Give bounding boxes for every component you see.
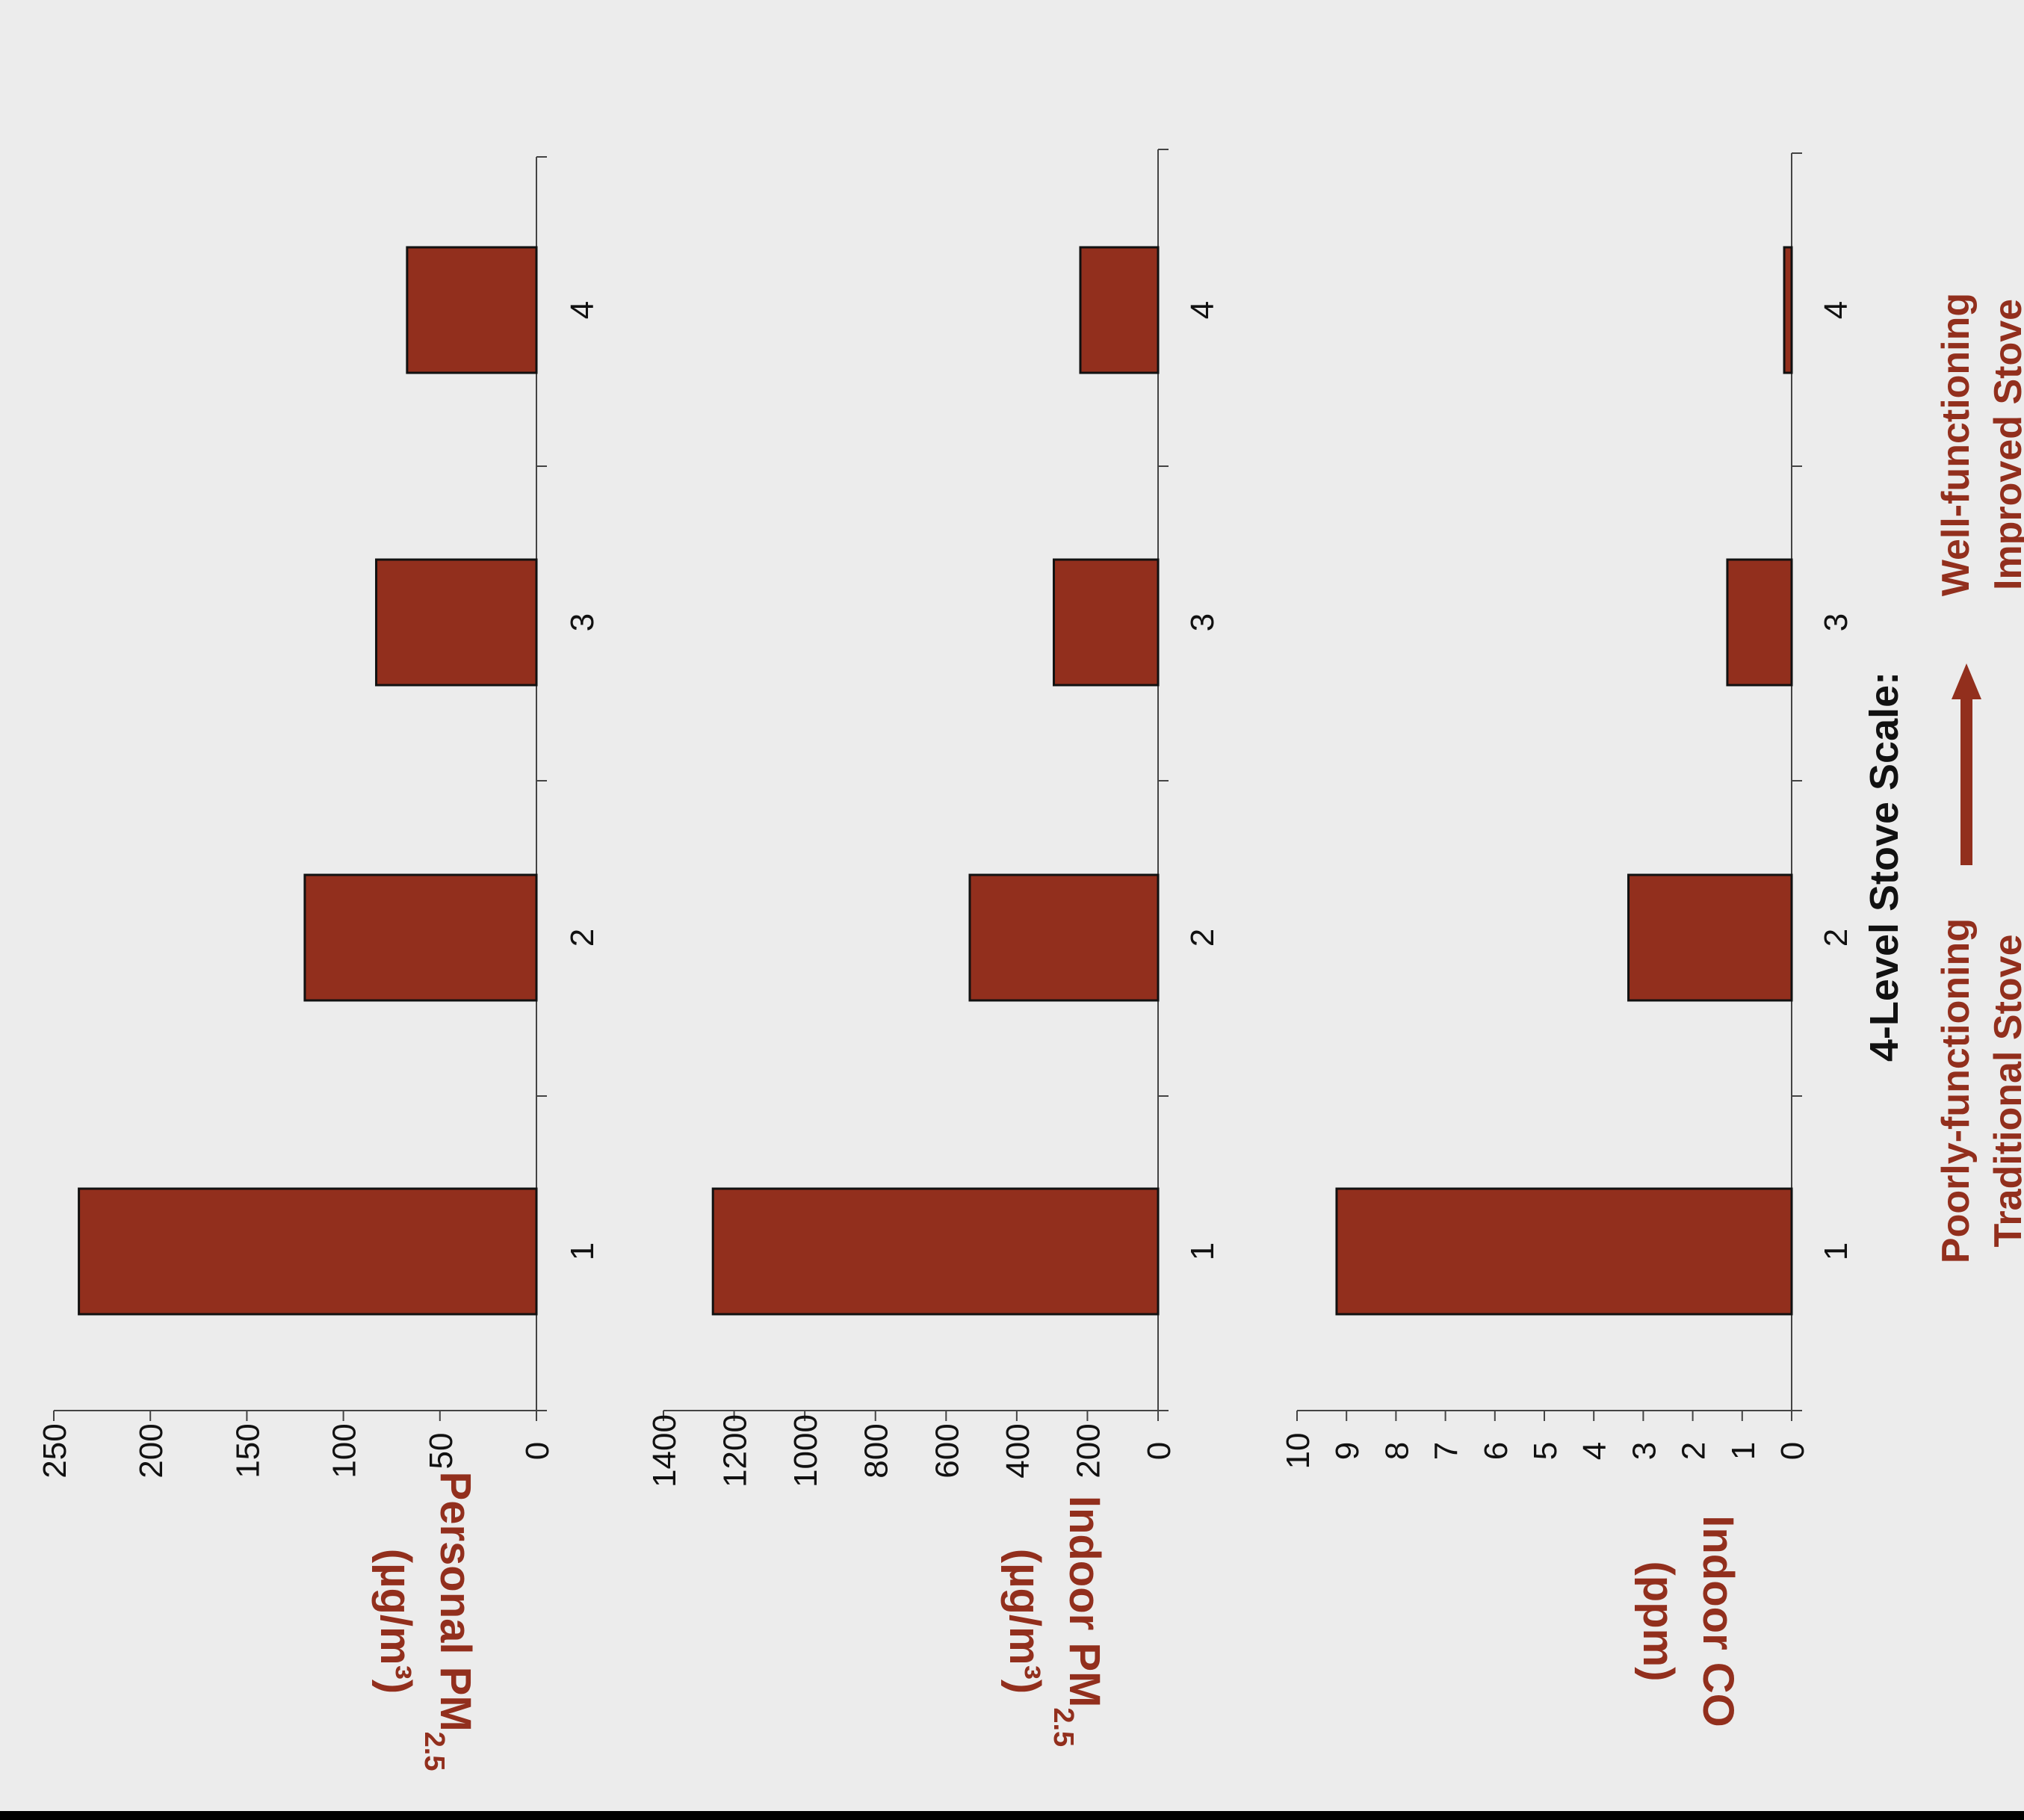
category-label-2: 2	[564, 929, 601, 947]
bar-4	[1783, 246, 1793, 374]
bar-1	[711, 1187, 1160, 1316]
bar-2	[1627, 873, 1793, 1002]
category-label-4: 4	[564, 301, 601, 319]
value-tick-label: 0	[519, 1442, 556, 1460]
value-tick-label: 4	[1576, 1442, 1613, 1460]
scale-low-line2: Traditional Stove	[1987, 935, 2024, 1248]
ylabel-subscript: 2.5	[418, 1732, 450, 1771]
category-label-1: 1	[1184, 1242, 1221, 1260]
bar-1	[78, 1187, 538, 1316]
value-tick-label: 1400	[646, 1414, 683, 1488]
value-tick-label: 2	[1676, 1442, 1712, 1460]
ylabel-main: Personal PM	[431, 1472, 480, 1732]
scale-high-line2: Improved Stove	[1987, 299, 2024, 590]
ylabel-subscript: 2.5	[1047, 1707, 1079, 1747]
category-label-3: 3	[564, 613, 601, 631]
category-label-3: 3	[1184, 613, 1221, 631]
panel-ylabel-unit: (ppm)	[1634, 1561, 1683, 1681]
bar-3	[375, 558, 538, 687]
value-tick-label: 200	[133, 1423, 170, 1478]
bar-2	[968, 873, 1160, 1002]
category-label-4: 4	[1818, 301, 1854, 319]
ylabel-main: Indoor PM	[1060, 1496, 1109, 1708]
value-tick-label: 50	[423, 1433, 459, 1470]
value-tick-label: 150	[229, 1423, 266, 1478]
panel-ylabel: Indoor CO	[1694, 1515, 1742, 1727]
value-tick-label: 8	[1378, 1442, 1415, 1460]
panel-ylabel-unit: (µg/m³)	[1000, 1549, 1049, 1694]
value-tick-label: 1200	[717, 1414, 754, 1488]
arrow-right-icon	[1952, 663, 1981, 865]
bottom-border	[0, 1811, 2024, 1820]
panel-2: 0 200 400 600 800 1000 1200 1400 1 2 3 4 Indoor PM2.…	[646, 149, 1221, 1747]
value-tick-label: 7	[1429, 1442, 1465, 1460]
value-tick-label: 200	[1070, 1423, 1107, 1478]
panel-ylabel: Personal PM2.5	[418, 1472, 480, 1771]
scale-low-line1: Poorly-functioning	[1934, 918, 1978, 1263]
value-tick-label: 0	[1774, 1442, 1811, 1460]
value-tick-label: 400	[1000, 1423, 1036, 1478]
bar-3	[1726, 558, 1793, 687]
category-label-1: 1	[1818, 1242, 1854, 1260]
bar-1	[1335, 1187, 1793, 1316]
ylabel-main: Indoor CO	[1694, 1515, 1742, 1727]
value-tick-label: 5	[1527, 1442, 1564, 1460]
bar-2	[303, 873, 538, 1002]
value-tick-label: 6	[1478, 1442, 1514, 1460]
category-label-2: 2	[1184, 929, 1221, 947]
stove-scale-legend: 4-Level Stove Scale: Poorly-functioning …	[1862, 293, 2024, 1263]
value-tick-label: 1	[1725, 1442, 1762, 1460]
value-tick-label: 100	[326, 1423, 363, 1478]
category-label-1: 1	[564, 1242, 601, 1260]
category-label-2: 2	[1818, 929, 1854, 947]
value-tick-label: 10	[1280, 1433, 1316, 1470]
category-label-4: 4	[1184, 301, 1221, 319]
value-tick-label: 3	[1626, 1442, 1662, 1460]
bar-3	[1053, 558, 1160, 687]
bar-4	[1079, 246, 1160, 374]
value-tick-label: 600	[929, 1423, 965, 1478]
scale-title: 4-Level Stove Scale:	[1862, 672, 1907, 1062]
value-tick-label: 1000	[787, 1414, 824, 1488]
category-label-3: 3	[1818, 613, 1854, 631]
panel-ylabel-unit: (µg/m³)	[371, 1549, 420, 1694]
scale-high-line1: Well-functioning	[1934, 293, 1978, 596]
value-tick-label: 0	[1141, 1442, 1177, 1460]
value-tick-label: 250	[37, 1423, 73, 1478]
value-tick-label: 800	[858, 1423, 895, 1478]
value-tick-label: 9	[1329, 1442, 1366, 1460]
bar-4	[406, 246, 538, 374]
panel-ylabel: Indoor PM2.5	[1047, 1496, 1109, 1747]
